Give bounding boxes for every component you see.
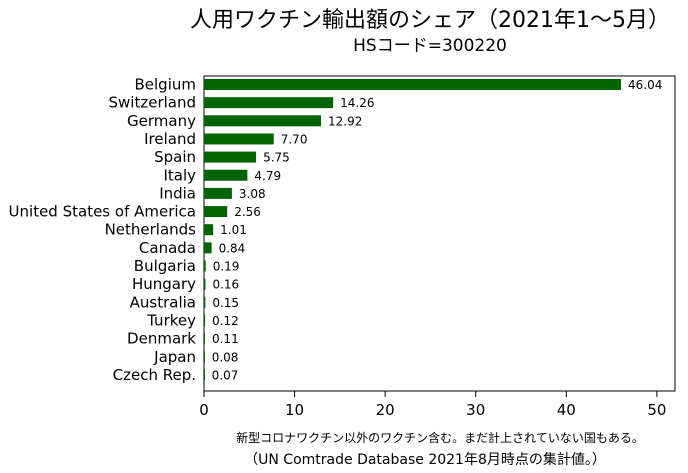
x-tick-label: 20 (376, 401, 395, 419)
bar-czech-rep (204, 369, 205, 381)
value-label: 1.01 (220, 223, 247, 237)
category-label: Ireland (144, 130, 196, 148)
bar-hungary (204, 278, 206, 290)
value-label: 4.79 (254, 169, 281, 183)
value-label: 0.16 (212, 278, 239, 292)
value-label: 0.12 (212, 314, 239, 328)
category-label: Netherlands (105, 221, 197, 239)
bar-india (204, 187, 232, 199)
value-label: 0.11 (212, 332, 239, 346)
category-label: Spain (154, 148, 196, 166)
category-label: Italy (163, 166, 196, 184)
value-label: 0.07 (212, 368, 239, 382)
value-label: 5.75 (263, 151, 290, 165)
category-label: Australia (130, 293, 196, 311)
category-labels: BelgiumSwitzerlandGermanyIrelandSpainIta… (9, 76, 197, 384)
bar-switzerland (204, 97, 334, 109)
bar-bulgaria (204, 260, 206, 272)
value-label: 0.84 (219, 241, 246, 255)
value-label: 0.19 (213, 260, 240, 274)
bar-belgium (204, 79, 622, 90)
category-label: Czech Rep. (113, 366, 196, 384)
x-tick-label: 10 (285, 401, 304, 419)
x-tick-label: 40 (557, 401, 576, 419)
value-label: 3.08 (239, 187, 266, 201)
bar-netherlands (204, 224, 214, 236)
bar-united-states-of-america (204, 206, 228, 218)
category-label: Germany (127, 112, 196, 130)
category-label: Switzerland (109, 94, 197, 112)
bars-group (204, 79, 622, 381)
chart-title: 人用ワクチン輸出額のシェア（2021年1〜5月） (190, 8, 670, 33)
category-label: Canada (139, 239, 196, 257)
x-axis-ticks: 0 10 20 30 40 50 (199, 391, 666, 419)
value-label: 2.56 (234, 205, 261, 219)
category-label: United States of America (9, 203, 196, 221)
x-tick-label: 50 (647, 401, 666, 419)
value-label: 46.04 (628, 78, 662, 92)
value-label: 7.70 (281, 132, 308, 146)
category-label: Belgium (135, 76, 197, 94)
bar-canada (204, 242, 212, 254)
x-tick-label: 0 (199, 401, 209, 419)
category-label: Bulgaria (134, 257, 196, 275)
chart-note: 新型コロナワクチン以外のワクチン含む。まだ計上されていない国もある。 (236, 430, 644, 445)
category-label: Turkey (146, 311, 196, 329)
bar-ireland (204, 133, 274, 145)
value-label: 0.15 (212, 296, 239, 310)
bar-spain (204, 151, 257, 163)
value-label: 14.26 (340, 96, 374, 110)
bar-australia (204, 296, 206, 308)
category-label: India (159, 184, 196, 202)
value-label: 12.92 (328, 114, 362, 128)
value-labels: 46.04 14.26 12.92 7.70 5.75 4.79 3.08 2.56 1.01 0… (212, 78, 663, 382)
chart-source: （UN Comtrade Database 2021年8月時点の集計値。） (244, 451, 606, 468)
bar-japan (204, 351, 205, 363)
chart-subtitle: HSコード=300220 (353, 36, 507, 56)
bar-italy (204, 169, 248, 181)
value-label: 0.08 (212, 350, 239, 364)
category-label: Japan (153, 348, 196, 366)
category-label: Denmark (127, 330, 196, 348)
bar-turkey (204, 314, 206, 326)
bar-denmark (204, 333, 205, 345)
category-label: Hungary (132, 275, 196, 293)
x-tick-label: 30 (466, 401, 485, 419)
bar-germany (204, 115, 322, 127)
